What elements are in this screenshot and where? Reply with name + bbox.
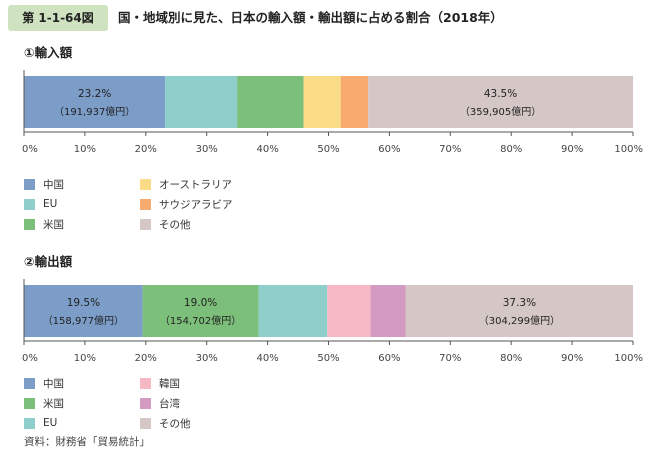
export-legend-item-5: その他 bbox=[140, 414, 191, 432]
import-bar-segment-0 bbox=[24, 76, 166, 128]
import-legend-swatch-4 bbox=[140, 198, 151, 210]
export-x-tick-label-8: 80% bbox=[500, 353, 522, 364]
import-chart-title: ①輸入額 bbox=[24, 45, 73, 60]
export-x-tick-label-6: 60% bbox=[378, 353, 400, 364]
import-legend-item-3: オーストラリア bbox=[140, 175, 232, 193]
export-pct-label-5: 37.3% bbox=[503, 297, 536, 309]
export-x-tick-label-3: 30% bbox=[196, 353, 218, 364]
import-legend-swatch-1 bbox=[24, 198, 35, 210]
import-pct-label-0: 23.2% bbox=[78, 88, 111, 100]
import-x-tick-label-6: 60% bbox=[378, 144, 400, 155]
import-bar-segment-1 bbox=[165, 76, 238, 128]
import-legend-label-3: オーストラリア bbox=[159, 178, 232, 191]
import-legend-label-1: EU bbox=[43, 198, 58, 210]
export-legend-item-2: EU bbox=[24, 414, 57, 432]
export-legend-swatch-5 bbox=[140, 417, 151, 429]
figure-label: 第 1-1-64図 bbox=[8, 5, 108, 31]
export-x-tick-label-4: 40% bbox=[256, 353, 278, 364]
export-chart-title: ②輸出額 bbox=[24, 254, 73, 269]
export-x-tick-label-2: 20% bbox=[135, 353, 157, 364]
import-legend-item-4: サウジアラビア bbox=[140, 195, 233, 213]
import-bar-segment-2 bbox=[237, 76, 304, 128]
export-legend-swatch-2 bbox=[24, 417, 35, 429]
export-legend-item-3: 韓国 bbox=[140, 374, 180, 392]
export-x-tick-label-9: 90% bbox=[561, 353, 583, 364]
import-legend-label-0: 中国 bbox=[43, 178, 64, 191]
export-legend-label-1: 米国 bbox=[43, 397, 64, 410]
export-legend-label-4: 台湾 bbox=[159, 397, 180, 410]
import-x-tick-label-9: 90% bbox=[561, 144, 583, 155]
figure-title: 国・地域別に見た、日本の輸入額・輸出額に占める割合（2018年） bbox=[118, 10, 503, 25]
import-x-tick-label-0: 0% bbox=[22, 144, 38, 155]
import-amount-label-0: （191,937億円） bbox=[54, 105, 135, 118]
export-legend-item-4: 台湾 bbox=[140, 394, 180, 412]
import-legend-swatch-0 bbox=[24, 178, 35, 190]
export-x-tick-label-7: 70% bbox=[439, 353, 461, 364]
import-pct-label-5: 43.5% bbox=[484, 88, 517, 100]
export-legend-label-3: 韓国 bbox=[159, 377, 180, 390]
export-amount-label-1: （154,702億円） bbox=[160, 314, 241, 327]
export-legend-swatch-1 bbox=[24, 397, 35, 409]
export-bar-segment-5 bbox=[405, 285, 633, 337]
source-note: 資料：財務省「貿易統計」 bbox=[24, 436, 150, 448]
import-legend-label-4: サウジアラビア bbox=[159, 198, 233, 211]
export-legend-swatch-4 bbox=[140, 397, 151, 409]
import-legend-swatch-3 bbox=[140, 178, 151, 190]
import-x-tick-label-1: 10% bbox=[74, 144, 96, 155]
import-legend-swatch-2 bbox=[24, 218, 35, 230]
export-legend-label-0: 中国 bbox=[43, 377, 64, 390]
export-x-tick-label-1: 10% bbox=[74, 353, 96, 364]
export-bar-segment-0 bbox=[24, 285, 143, 337]
import-bar-segment-4 bbox=[340, 76, 369, 128]
import-bar-segment-3 bbox=[303, 76, 341, 128]
export-share-chart: 19.5% （158,977億円） 19.0% （154,702億円） 37.3% （30… bbox=[22, 279, 643, 364]
export-bar-segment-1 bbox=[142, 285, 259, 337]
export-legend-label-2: EU bbox=[43, 417, 58, 429]
import-legend-label-5: その他 bbox=[159, 218, 191, 231]
export-pct-label-0: 19.5% bbox=[67, 297, 100, 309]
import-x-tick-label-2: 20% bbox=[135, 144, 157, 155]
import-share-chart: 23.2% （191,937億円） 43.5% （359,905億円） 0% 10% 20%… bbox=[22, 70, 643, 155]
export-legend-swatch-0 bbox=[24, 377, 35, 389]
import-legend-item-1: EU bbox=[24, 195, 57, 213]
import-legend-label-2: 米国 bbox=[43, 218, 64, 231]
import-legend-item-5: その他 bbox=[140, 215, 191, 233]
export-amount-label-5: （304,299億円） bbox=[479, 314, 560, 327]
export-x-tick-label-10: 100% bbox=[614, 353, 643, 364]
export-legend-item-1: 米国 bbox=[24, 394, 64, 412]
import-x-tick-label-10: 100% bbox=[614, 144, 643, 155]
export-legend-label-5: その他 bbox=[159, 417, 191, 430]
export-x-tick-label-5: 50% bbox=[317, 353, 339, 364]
export-pct-label-1: 19.0% bbox=[184, 297, 217, 309]
import-x-tick-label-3: 30% bbox=[196, 144, 218, 155]
export-bar-segment-4 bbox=[370, 285, 406, 337]
import-amount-label-5: （359,905億円） bbox=[460, 105, 541, 118]
import-legend-item-2: 米国 bbox=[24, 215, 64, 233]
export-x-tick-label-0: 0% bbox=[22, 353, 38, 364]
import-x-tick-label-5: 50% bbox=[317, 144, 339, 155]
export-legend-swatch-3 bbox=[140, 377, 151, 389]
import-x-tick-label-4: 40% bbox=[256, 144, 278, 155]
import-x-tick-label-7: 70% bbox=[439, 144, 461, 155]
export-legend-item-0: 中国 bbox=[24, 374, 64, 392]
export-bar-segment-3 bbox=[327, 285, 371, 337]
import-x-tick-label-8: 80% bbox=[500, 144, 522, 155]
import-legend-item-0: 中国 bbox=[24, 175, 64, 193]
export-amount-label-0: （158,977億円） bbox=[43, 314, 124, 327]
import-legend-swatch-5 bbox=[140, 218, 151, 230]
export-bar-segment-2 bbox=[258, 285, 328, 337]
import-bar-segment-5 bbox=[368, 76, 633, 128]
